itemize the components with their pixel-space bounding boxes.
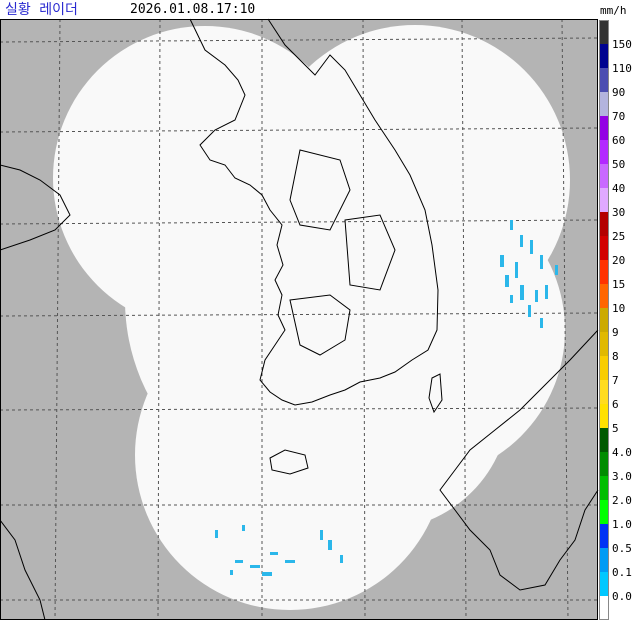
legend-label: 5 <box>612 422 619 435</box>
legend-swatch <box>599 428 609 452</box>
legend-label: 40 <box>612 182 625 195</box>
radar-coverage <box>53 25 570 610</box>
legend-swatch <box>599 116 609 140</box>
unit-label: mm/h <box>600 4 627 17</box>
legend-swatch <box>599 20 609 44</box>
title: 실황 레이더 <box>5 2 78 18</box>
legend-label: 0.1 <box>612 566 632 579</box>
legend-swatch <box>599 164 609 188</box>
legend-label: 10 <box>612 302 625 315</box>
legend-swatch <box>599 476 609 500</box>
legend-label: 0.0 <box>612 590 632 603</box>
legend-label: 7 <box>612 374 619 387</box>
legend-swatch <box>599 572 609 596</box>
legend-label: 50 <box>612 158 625 171</box>
legend-label: 90 <box>612 86 625 99</box>
legend-label: 15 <box>612 278 625 291</box>
legend-swatch <box>599 380 609 404</box>
legend-label: 4.0 <box>612 446 632 459</box>
legend-label: 8 <box>612 350 619 363</box>
legend-label: 25 <box>612 230 625 243</box>
legend-swatch <box>599 596 609 620</box>
legend-swatch <box>599 404 609 428</box>
legend-swatch <box>599 68 609 92</box>
legend-label: 9 <box>612 326 619 339</box>
legend-swatch <box>599 236 609 260</box>
legend-label: 3.0 <box>612 470 632 483</box>
legend-label: 6 <box>612 398 619 411</box>
legend-swatch <box>599 140 609 164</box>
legend-swatch <box>599 548 609 572</box>
legend-swatch <box>599 92 609 116</box>
map <box>0 18 599 620</box>
legend-label: 2.0 <box>612 494 632 507</box>
legend-label: 70 <box>612 110 625 123</box>
legend-swatch <box>599 524 609 548</box>
legend-swatch <box>599 260 609 284</box>
legend-swatch <box>599 188 609 212</box>
coastline <box>0 18 599 620</box>
legend-label: 30 <box>612 206 625 219</box>
legend-label: 60 <box>612 134 625 147</box>
echoes <box>215 220 558 576</box>
legend-swatch <box>599 212 609 236</box>
legend-label: 150 <box>612 38 632 51</box>
legend-swatch <box>599 332 609 356</box>
legend-swatch <box>599 356 609 380</box>
legend-label: 20 <box>612 254 625 267</box>
legend-label: 0.5 <box>612 542 632 555</box>
legend-swatch <box>599 284 609 308</box>
legend-swatch <box>599 44 609 68</box>
legend-swatch <box>599 308 609 332</box>
legend-swatch <box>599 452 609 476</box>
timestamp: 2026.01.08.17:10 <box>130 2 255 17</box>
legend-label: 1.0 <box>612 518 632 531</box>
legend-swatch <box>599 500 609 524</box>
grid <box>0 18 599 620</box>
legend-label: 110 <box>612 62 632 75</box>
